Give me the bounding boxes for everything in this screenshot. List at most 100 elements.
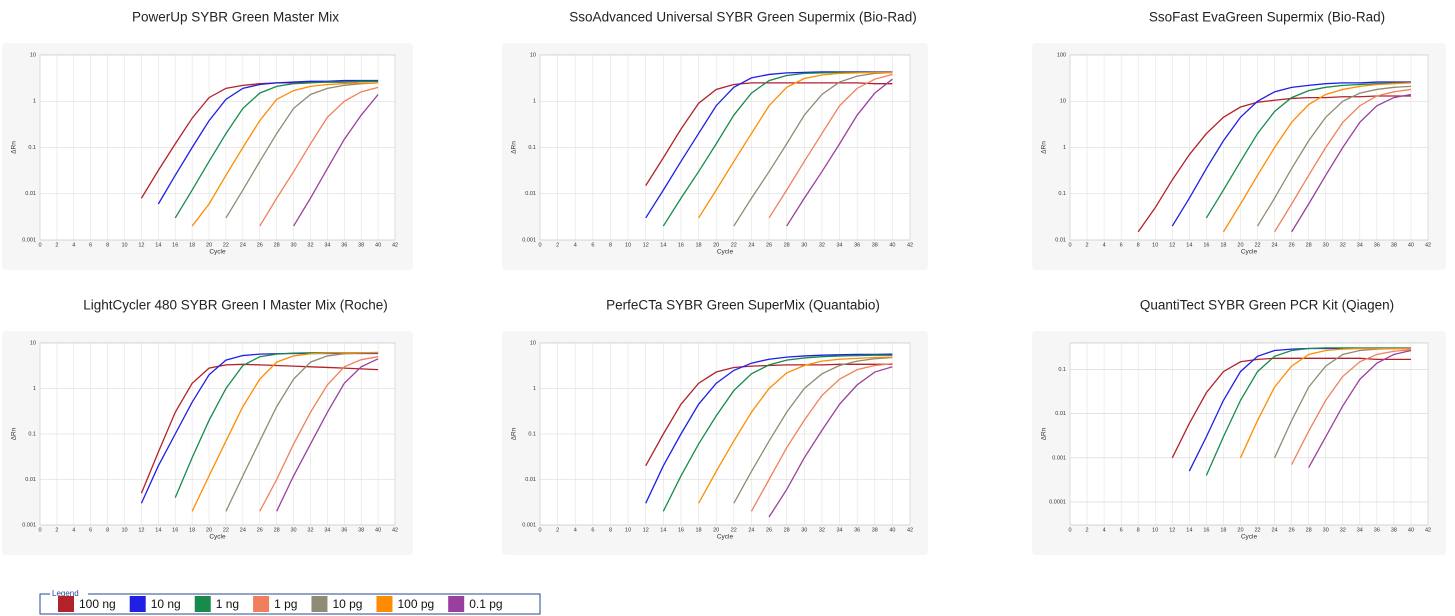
amplification-curve [1274,88,1412,233]
amplification-curve [259,356,379,512]
y-tick-label: 100 [1057,52,1066,58]
x-tick-label: 30 [291,242,297,248]
x-tick-label: 2 [556,527,559,533]
chart-title: PowerUp SYBR Green Master Mix [132,10,339,25]
x-tick-label: 2 [55,527,58,533]
x-tick-label: 42 [907,527,913,533]
legend-swatch [311,596,328,612]
x-tick-label: 28 [784,242,790,248]
amplification-curve [1291,93,1412,233]
x-tick-label: 4 [1103,242,1106,248]
x-tick-label: 32 [1340,527,1346,533]
amplification-curve [768,73,893,219]
amplification-curve [1222,82,1411,233]
x-tick-label: 20 [1237,242,1243,248]
y-tick-label: 10 [1060,99,1066,105]
x-tick-label: 6 [89,242,92,248]
y-tick-label: 0.001 [522,237,536,243]
x-axis-label: Cycle [1241,534,1258,541]
x-tick-label: 20 [713,242,719,248]
y-tick-label: 0.0001 [1049,499,1066,505]
amplification-curve [140,363,379,494]
x-tick-label: 32 [307,242,313,248]
x-axis-label: Cycle [717,534,734,541]
y-tick-label: 10 [30,52,36,58]
x-tick-label: 36 [1374,527,1380,533]
x-tick-label: 34 [1357,242,1363,248]
x-tick-label: 10 [121,242,127,248]
amplification-curve [225,352,379,512]
chart-title: SsoFast EvaGreen Supermix (Bio-Rad) [1149,10,1385,25]
amplification-curve [259,86,379,227]
x-tick-label: 8 [609,527,612,533]
x-tick-label: 18 [1220,242,1226,248]
x-tick-label: 18 [1220,527,1226,533]
x-tick-label: 30 [801,527,807,533]
x-tick-label: 30 [1323,527,1329,533]
y-tick-label: 1 [1063,145,1066,151]
x-tick-label: 12 [643,242,649,248]
x-tick-label: 18 [696,242,702,248]
x-tick-label: 20 [1237,527,1243,533]
x-tick-label: 10 [625,242,631,248]
y-axis-label: ΔRn [1041,427,1048,440]
x-tick-label: 4 [72,242,75,248]
x-tick-label: 8 [609,242,612,248]
y-tick-label: 0.1 [1058,191,1066,197]
x-tick-label: 26 [766,527,772,533]
y-tick-label: 0.1 [28,145,36,151]
x-tick-label: 26 [257,527,263,533]
x-tick-label: 28 [274,527,280,533]
amplification-curve [191,82,379,227]
y-axis-label: ΔRn [511,141,518,154]
y-tick-label: 0.001 [1052,455,1066,461]
y-tick-label: 1 [533,99,536,105]
x-tick-label: 42 [907,242,913,248]
x-tick-label: 14 [660,242,666,248]
amplification-curve [225,82,379,219]
x-tick-label: 16 [1203,242,1209,248]
legend-title: Legend [52,589,79,598]
x-tick-label: 36 [341,527,347,533]
x-tick-label: 38 [1391,527,1397,533]
amplification-curve [191,351,379,512]
x-tick-label: 4 [72,527,75,533]
amplification-curve [174,80,379,219]
x-tick-label: 28 [1306,527,1312,533]
x-tick-label: 16 [678,242,684,248]
x-tick-label: 32 [819,242,825,248]
x-tick-label: 14 [1186,527,1192,533]
x-tick-label: 34 [324,242,330,248]
x-tick-label: 26 [766,242,772,248]
amplification-curve [1137,95,1411,233]
plot-area [1069,342,1429,526]
x-tick-label: 32 [819,527,825,533]
legend-label: 100 ng [79,597,116,611]
amplification-curve [733,356,893,504]
x-tick-label: 24 [240,527,246,533]
x-tick-label: 36 [341,242,347,248]
x-tick-label: 40 [889,527,895,533]
x-tick-label: 24 [748,242,754,248]
y-tick-label: 0.01 [1055,237,1066,243]
x-tick-label: 38 [872,242,878,248]
x-tick-label: 20 [206,527,212,533]
y-tick-label: 0.01 [25,191,36,197]
x-tick-label: 24 [1272,242,1278,248]
y-tick-label: 0.1 [528,145,536,151]
x-tick-label: 14 [1186,242,1192,248]
y-tick-label: 0.01 [1055,411,1066,417]
x-tick-label: 40 [889,242,895,248]
x-tick-label: 10 [1152,242,1158,248]
amplification-curve [698,71,893,219]
x-tick-label: 36 [854,242,860,248]
x-tick-label: 4 [574,527,577,533]
x-tick-label: 6 [591,242,594,248]
x-tick-label: 18 [189,527,195,533]
amplification-curve [750,363,893,512]
x-tick-label: 38 [358,242,364,248]
amplification-curve [698,356,893,504]
x-tick-label: 10 [625,527,631,533]
